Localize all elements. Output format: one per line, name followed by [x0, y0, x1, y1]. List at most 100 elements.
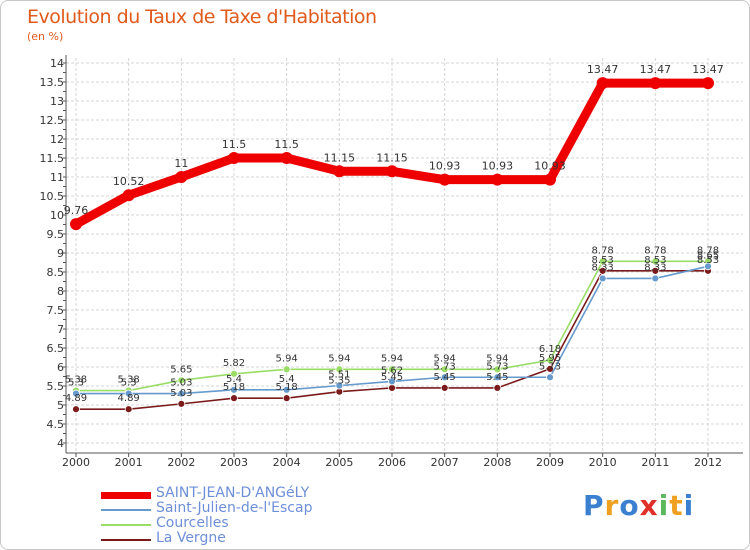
- data-label: 5.94: [434, 353, 456, 364]
- data-point: [335, 381, 344, 390]
- data-label: 8.78: [644, 245, 666, 256]
- x-tick-label: 2006: [378, 456, 406, 469]
- x-tick-label: 2009: [536, 456, 564, 469]
- data-point: [177, 389, 186, 398]
- data-point: [546, 373, 554, 382]
- data-label: 8.53: [697, 255, 719, 266]
- y-tick-label: 4: [57, 437, 64, 450]
- series-lines: [70, 77, 714, 414]
- logo-letter: x: [639, 489, 659, 522]
- data-point: [651, 257, 660, 266]
- x-tick-label: 2012: [694, 456, 722, 469]
- data-label: 5.38: [118, 375, 140, 386]
- data-label: 8.78: [592, 245, 614, 256]
- data-point: [72, 405, 80, 414]
- data-point: [544, 173, 556, 186]
- y-tick-label: 12: [50, 133, 64, 146]
- chart-title: Evolution du Taux de Taxe d'Habitation: [27, 6, 377, 28]
- y-tick-label: 14: [50, 57, 64, 70]
- data-labels: 9.76 10.52 11 11.5 11.5 11.15 11.15 10.93 10.93 1…: [64, 63, 724, 404]
- data-label: 5.45: [486, 372, 508, 383]
- x-tick-label: 2002: [167, 456, 195, 469]
- data-label: 4.89: [65, 393, 87, 404]
- y-tick-label: 11: [50, 171, 64, 184]
- legend-label: SAINT-JEAN-D'ANGéLY: [156, 485, 310, 501]
- data-point: [72, 389, 80, 398]
- data-label: 8.78: [697, 245, 719, 256]
- data-label: 5.3: [121, 378, 137, 389]
- data-label: 5.94: [276, 353, 298, 364]
- data-point: [122, 189, 135, 202]
- data-label: 5.73: [539, 361, 561, 372]
- data-point: [386, 165, 398, 178]
- data-point: [493, 373, 502, 382]
- y-tick-label: 10: [50, 209, 64, 222]
- data-label: 11.15: [376, 151, 408, 164]
- data-label: 4.89: [118, 393, 140, 404]
- data-point: [177, 376, 186, 385]
- legend-label: Courcelles: [156, 515, 229, 531]
- data-point: [649, 77, 662, 90]
- logo-letter: t: [669, 489, 684, 522]
- logo-letter: i: [658, 489, 670, 522]
- y-tick-label: 5: [57, 399, 64, 412]
- data-label: 8.33: [592, 262, 614, 273]
- data-label: 5.73: [434, 361, 456, 372]
- logo-letter: r: [604, 489, 620, 522]
- data-label: 5.38: [65, 375, 87, 386]
- legend-label: La Vergne: [156, 530, 226, 546]
- legend-item-la-vergne: La Vergne: [101, 530, 361, 548]
- data-label: 8.53: [592, 255, 614, 266]
- data-label: 5.3: [68, 378, 84, 389]
- data-point: [546, 356, 554, 365]
- data-point: [230, 369, 238, 378]
- x-tick-label: 2011: [641, 456, 669, 469]
- data-label: 10.93: [482, 160, 514, 173]
- data-point: [651, 266, 660, 275]
- data-label: 8.33: [644, 262, 666, 273]
- data-point: [388, 383, 396, 392]
- y-tick-label: 9.5: [47, 228, 65, 241]
- x-tick-label: 2004: [273, 456, 301, 469]
- data-label: 11: [174, 157, 188, 170]
- x-tick-label: 2008: [483, 456, 511, 469]
- data-point: [388, 377, 396, 386]
- y-tick-label: 4.5: [47, 418, 65, 431]
- data-label: 5.82: [223, 358, 245, 369]
- y-tick-label: 6.5: [47, 342, 65, 355]
- data-label: 13.47: [640, 63, 672, 76]
- chart-unit-label: (en %): [27, 30, 64, 43]
- data-point: [598, 266, 607, 275]
- data-point: [230, 385, 238, 394]
- legend-item-courcelles: Courcelles: [101, 515, 361, 533]
- data-label: 5.4: [279, 374, 295, 385]
- data-label: 8.53: [644, 255, 666, 266]
- data-label: 5.62: [381, 365, 403, 376]
- data-point: [438, 173, 451, 186]
- legend-swatch: [101, 509, 151, 511]
- data-label: 5.73: [486, 361, 508, 372]
- legend-item-saint-julien-de-l-escap: Saint-Julien-de-l'Escap: [101, 500, 361, 518]
- data-label: 11.5: [274, 138, 299, 151]
- data-point: [491, 173, 504, 186]
- data-label: 5.94: [328, 353, 350, 364]
- y-tick-label: 13.5: [40, 76, 65, 89]
- data-point: [546, 364, 554, 373]
- y-tick-label: 7.5: [47, 304, 65, 317]
- data-point: [282, 394, 291, 403]
- data-point: [230, 394, 238, 403]
- data-label: 10.93: [429, 160, 461, 173]
- x-tick-label: 2010: [589, 456, 617, 469]
- logo-letter: P: [583, 489, 605, 522]
- data-label: 13.47: [692, 63, 724, 76]
- data-point: [440, 383, 449, 392]
- data-point: [124, 405, 133, 414]
- data-point: [175, 171, 188, 183]
- y-tick-label: 6: [57, 361, 64, 374]
- data-label: 5.94: [381, 353, 403, 364]
- data-label: 5.94: [486, 353, 508, 364]
- data-label: 8.65: [697, 250, 719, 261]
- data-point: [70, 218, 82, 231]
